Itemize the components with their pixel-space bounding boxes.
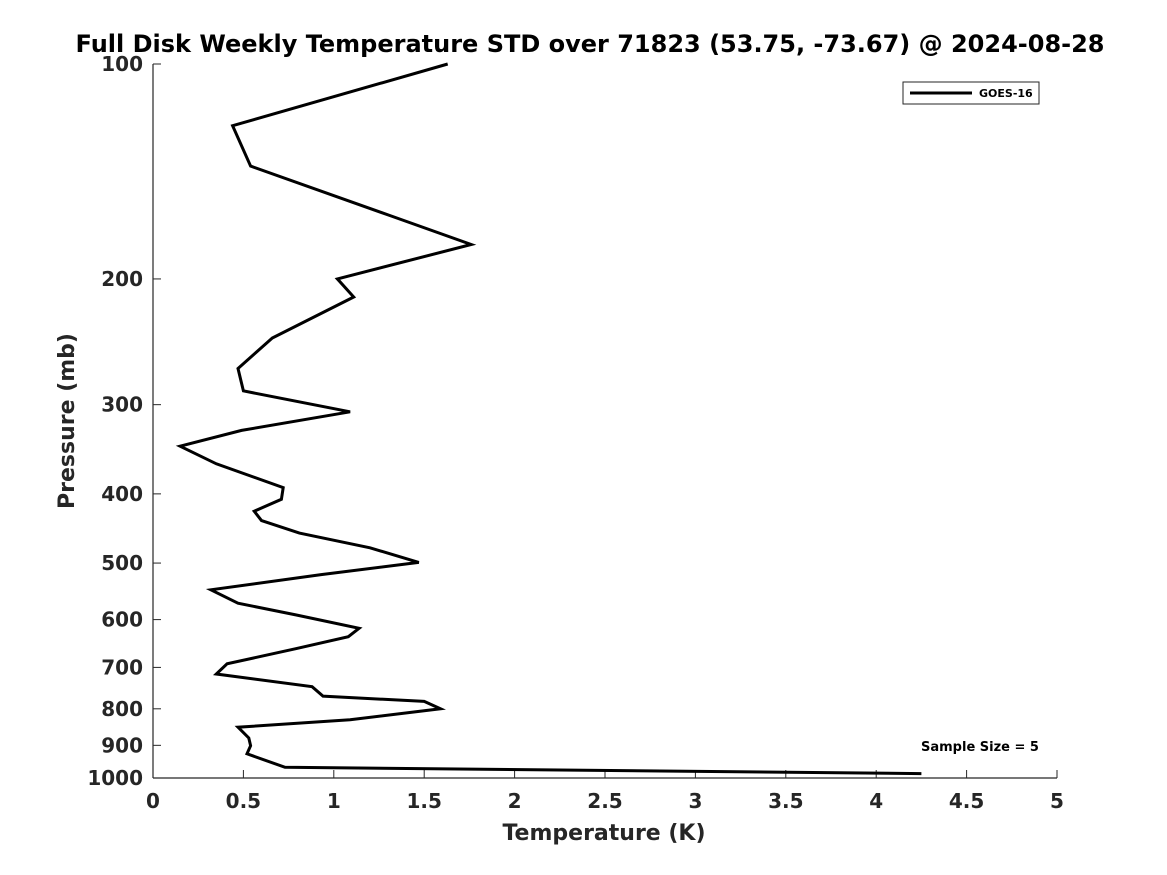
- y-tick-label: 500: [101, 551, 143, 575]
- x-tick-label: 0: [146, 789, 160, 813]
- y-tick-label: 800: [101, 697, 143, 721]
- y-tick-label: 200: [101, 267, 143, 291]
- x-tick-label: 2: [508, 789, 522, 813]
- y-tick-label: 1000: [87, 766, 143, 790]
- y-ticks: 100 200 300 400 500 600 700 800 900 1000: [87, 52, 161, 790]
- series-layer: [175, 62, 922, 776]
- y-tick-label: 300: [101, 393, 143, 417]
- legend-label: GOES-16: [979, 87, 1033, 100]
- y-tick-label: 600: [101, 608, 143, 632]
- y-tick-label: 400: [101, 482, 143, 506]
- x-tick-label: 1.5: [406, 789, 441, 813]
- chart-title: Full Disk Weekly Temperature STD over 71…: [76, 30, 1105, 58]
- x-tick-label: 5: [1050, 789, 1064, 813]
- x-axis-title: Temperature (K): [502, 821, 705, 846]
- x-tick-label: 1: [327, 789, 341, 813]
- series-line-0: [175, 62, 922, 776]
- y-tick-label: 100: [101, 52, 143, 76]
- x-tick-label: 0.5: [226, 789, 261, 813]
- y-tick-label: 900: [101, 733, 143, 757]
- y-axis-title: Pressure (mb): [55, 333, 80, 509]
- x-tick-label: 3: [688, 789, 702, 813]
- y-tick-label: 700: [101, 655, 143, 679]
- legend: GOES-16: [902, 81, 1040, 105]
- x-tick-label: 4: [869, 789, 883, 813]
- x-tick-label: 3.5: [768, 789, 803, 813]
- sample-size-annotation: Sample Size = 5: [921, 740, 1039, 755]
- x-tick-label: 2.5: [587, 789, 622, 813]
- x-ticks: 0 0.5 1 1.5 2 2.5 3 3.5 4 4.5 5: [146, 770, 1064, 813]
- x-tick-label: 4.5: [949, 789, 984, 813]
